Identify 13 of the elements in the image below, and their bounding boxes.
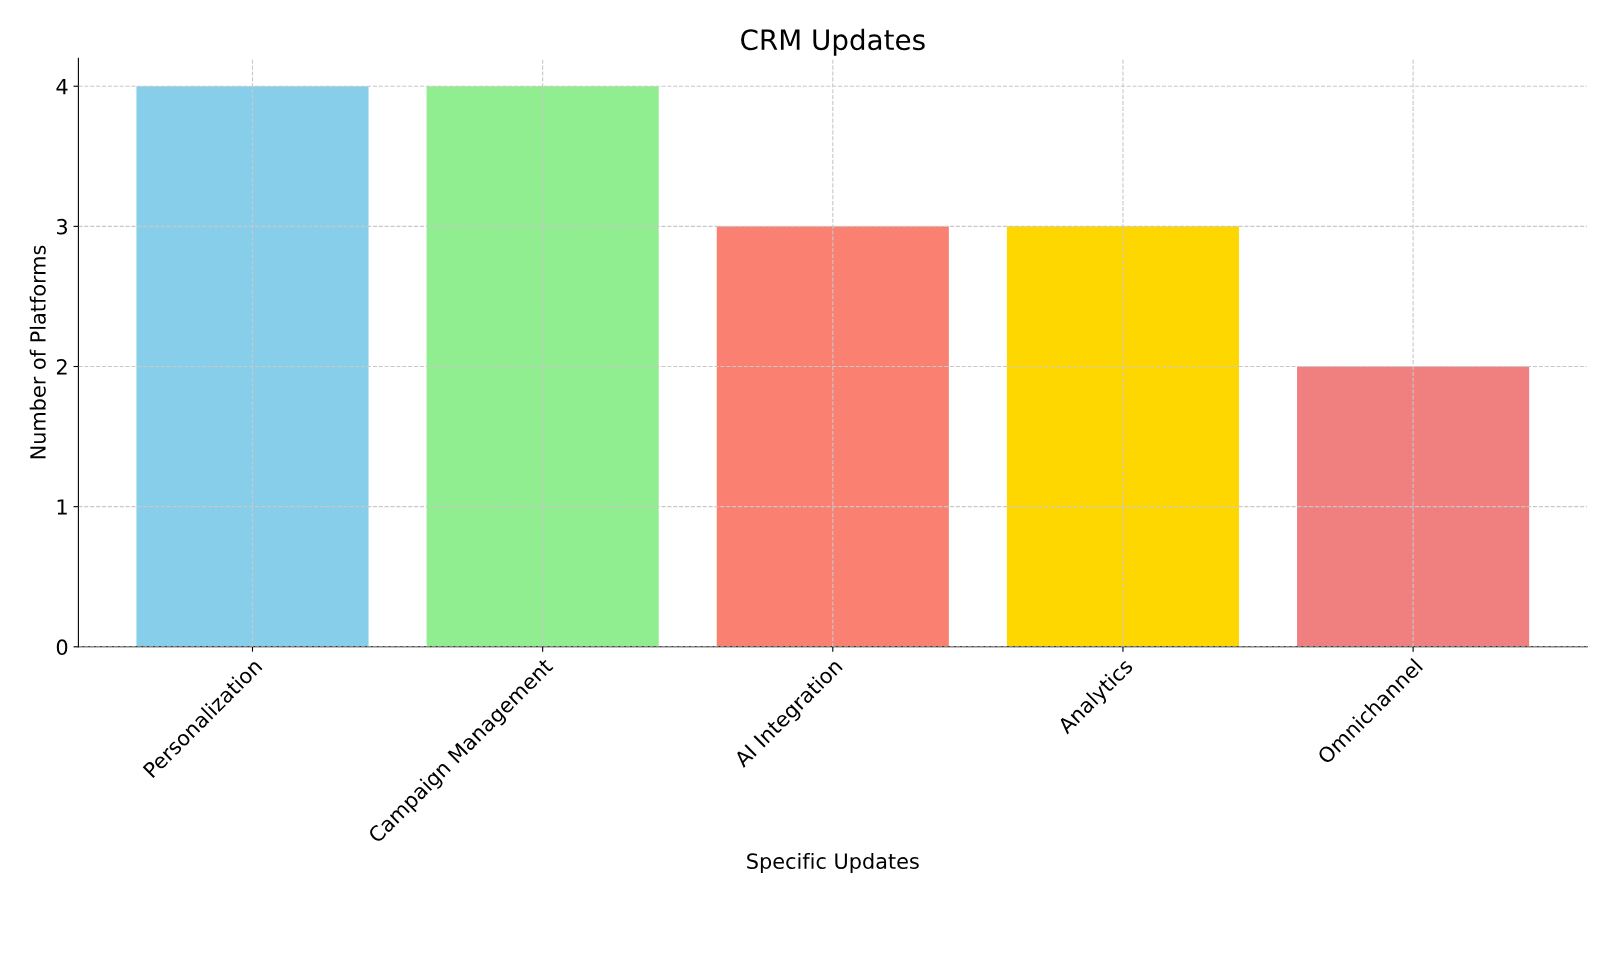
y-tick-label: 1: [57, 499, 67, 515]
y-axis-title: Number of Platforms: [29, 245, 46, 459]
bar: [1297, 366, 1530, 647]
y-tick-label: 0: [56, 639, 68, 656]
y-tick-label: 2: [56, 358, 67, 375]
bar: [136, 86, 369, 647]
y-tick-label: 3: [57, 218, 68, 235]
bar: [1006, 226, 1240, 647]
chart-title: CRM Updates: [741, 28, 925, 56]
bar: [716, 226, 949, 647]
y-tick-label: 4: [56, 78, 68, 95]
bar: [426, 86, 659, 647]
x-axis-title: Specific Updates: [747, 852, 919, 874]
